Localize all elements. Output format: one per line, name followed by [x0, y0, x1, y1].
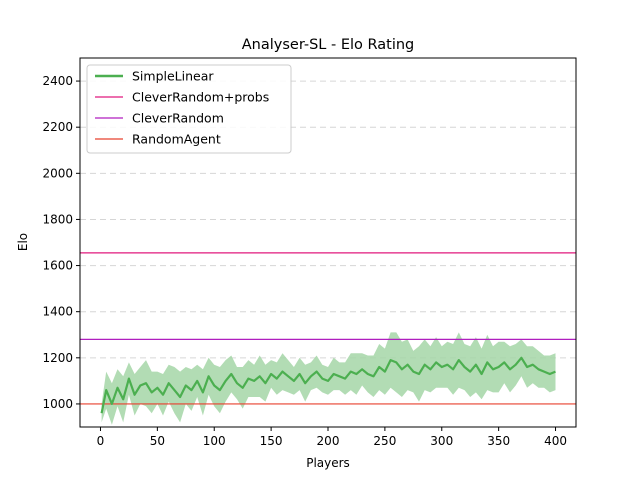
- legend-label: RandomAgent: [132, 132, 221, 147]
- legend-box: [86, 64, 292, 154]
- y-tick-label: 1600: [42, 259, 73, 273]
- x-tick-label: 400: [544, 434, 567, 448]
- reference-lines: [80, 252, 576, 405]
- x-axis-ticks: 0 50 100 150 200 250 300 350 400: [97, 427, 567, 448]
- x-tick-label: 350: [487, 434, 510, 448]
- x-tick-label: 200: [317, 434, 340, 448]
- y-tick-label: 2400: [42, 74, 73, 88]
- x-tick-label: 0: [97, 434, 105, 448]
- y-tick-label: 1800: [42, 212, 73, 226]
- legend-label: CleverRandom: [132, 111, 224, 126]
- legend: SimpleLinear CleverRandom+probs CleverRand…: [86, 64, 292, 154]
- x-tick-label: 250: [373, 434, 396, 448]
- series-line-layer: [100, 356, 556, 414]
- y-tick-label: 1400: [42, 305, 73, 319]
- series-line-simplelinear: [100, 356, 556, 414]
- y-tick-label: 1200: [42, 351, 73, 365]
- legend-label: CleverRandom+probs: [132, 90, 269, 105]
- y-axis-ticks: 1000 1200 1400 1600 1800 2000 2200 2400: [42, 74, 80, 411]
- y-tick-label: 2000: [42, 166, 73, 180]
- x-tick-label: 100: [203, 434, 226, 448]
- y-axis-label: Elo: [16, 233, 30, 251]
- x-axis-label: Players: [306, 456, 350, 470]
- x-tick-label: 150: [260, 434, 283, 448]
- y-tick-label: 1000: [42, 397, 73, 411]
- legend-label: SimpleLinear: [132, 69, 214, 84]
- x-tick-label: 50: [150, 434, 165, 448]
- y-tick-label: 2200: [42, 120, 73, 134]
- x-tick-label: 300: [430, 434, 453, 448]
- chart-title: Analyser-SL - Elo Rating: [242, 37, 415, 53]
